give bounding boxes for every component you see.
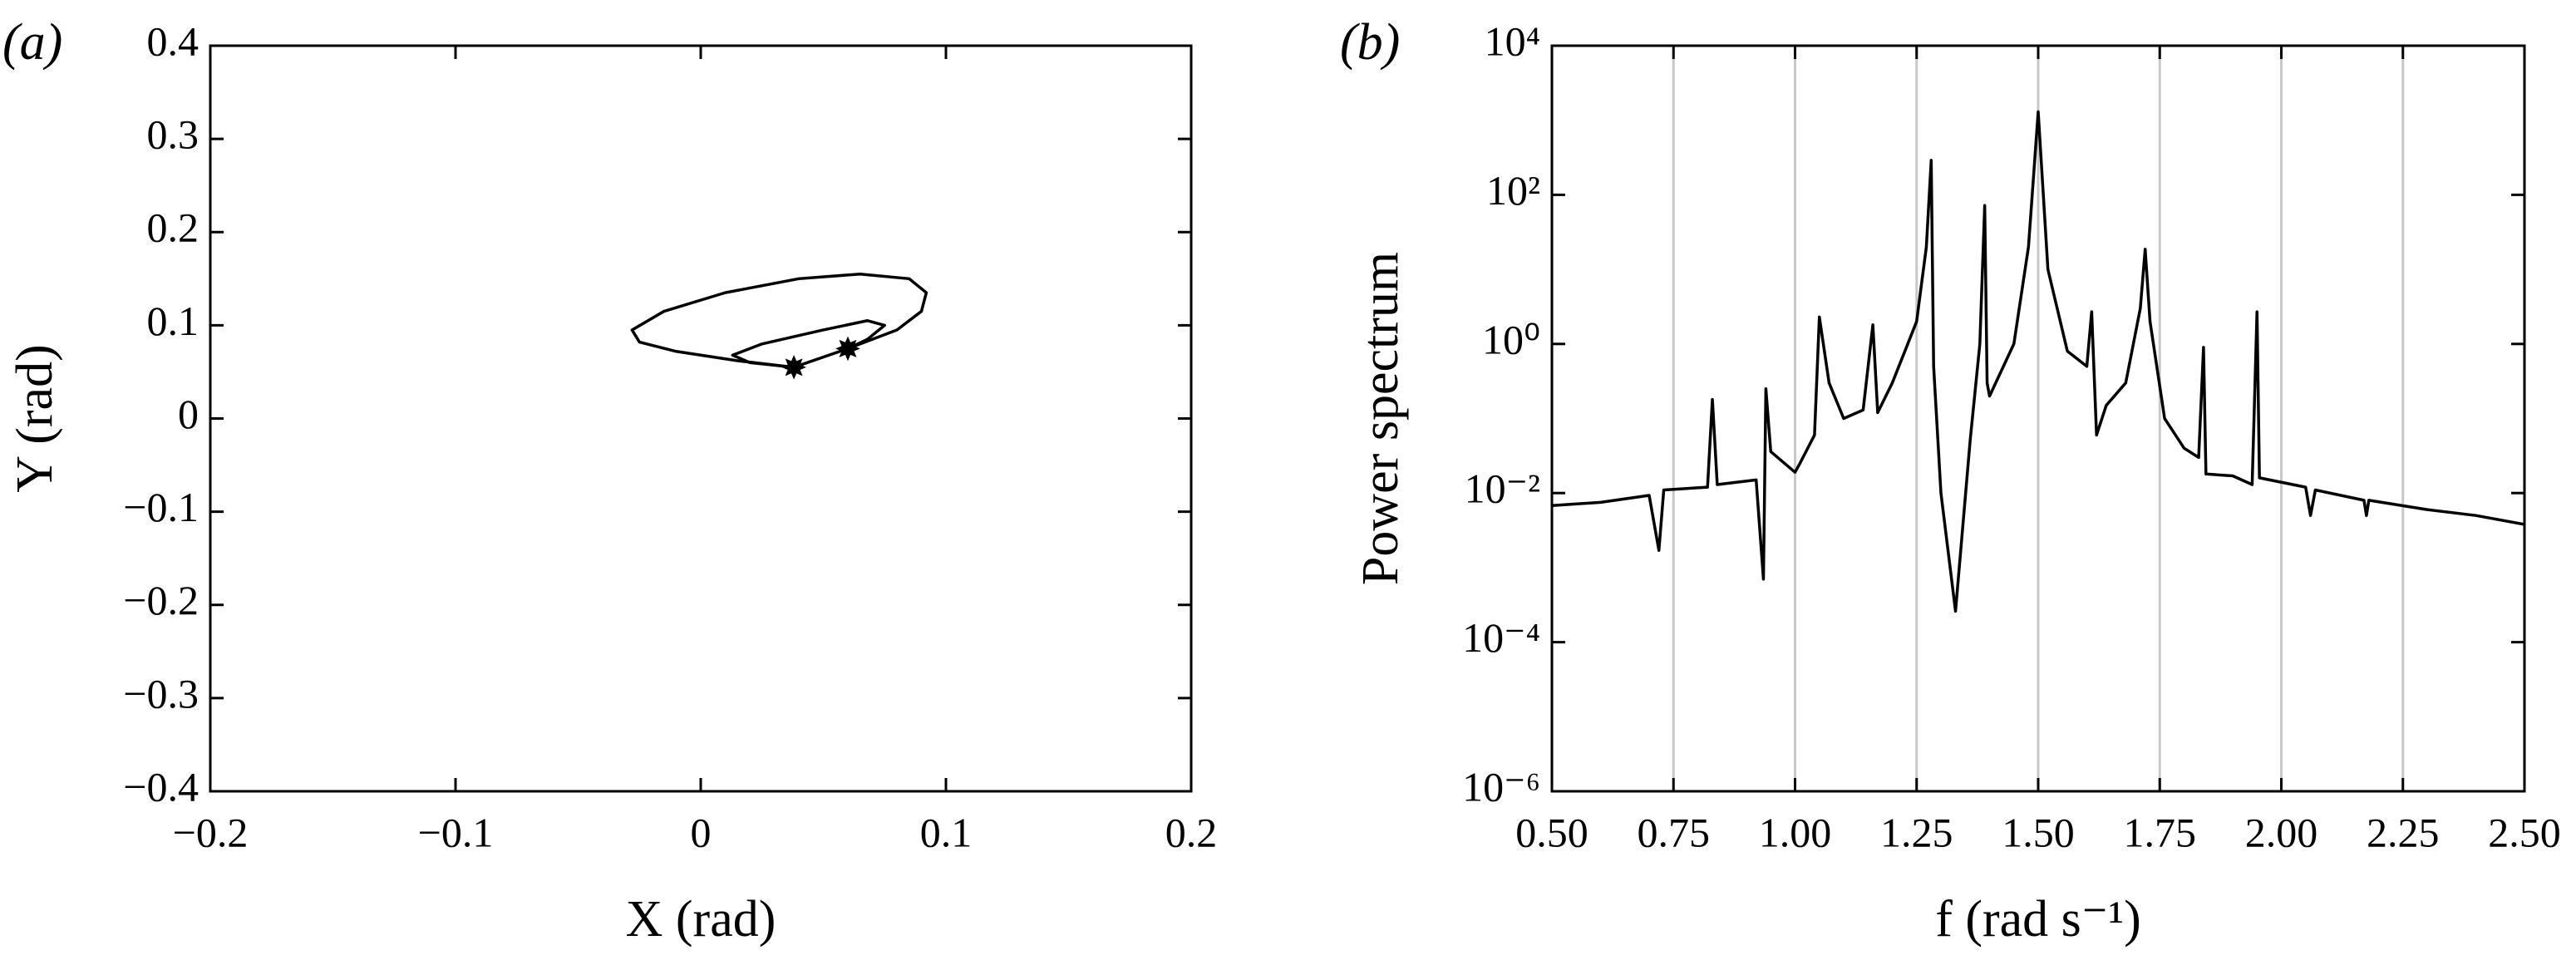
x-tick-label: 0.2 [1165,809,1218,855]
y-tick-label: 10⁰ [1482,316,1540,362]
x-axis-title: f (rad s⁻¹) [1935,891,2141,948]
data-line [630,272,928,369]
y-tick-label: 10⁻⁴ [1462,614,1540,661]
y-tick-label: 0.3 [147,111,199,158]
panel: −0.2 −0.1 0 0.1 0.2 −0.4 −0.3 −0.2 −0.1 0 0.1 0.2 0.… [2,14,1217,948]
x-tick-label: 1.00 [1759,809,1832,855]
marker [835,336,860,362]
y-tick-label: −0.3 [123,670,199,716]
y-tick-label: −0.2 [123,577,199,623]
y-tick-label: 10⁻⁶ [1462,763,1540,810]
panel-label: (b) [1340,14,1400,71]
y-axis-title: Y (rad) [7,344,63,492]
x-tick-label: 2.50 [2488,809,2561,855]
x-tick-label: 2.00 [2245,809,2318,855]
x-tick-label: −0.2 [173,809,249,855]
y-tick-label: 10⁻² [1465,465,1540,512]
x-tick-label: 0 [691,809,712,855]
y-tick-label: 0.1 [147,298,199,344]
y-tick-label: 0 [178,391,199,437]
x-tick-label: 1.25 [1880,809,1953,855]
x-tick-label: 1.75 [2124,809,2197,855]
x-tick-label: 0.50 [1515,809,1588,855]
x-tick-label: 0.1 [920,809,973,855]
data-line [1552,110,2524,613]
y-tick-label: 10⁴ [1485,17,1540,64]
y-tick-label: −0.1 [123,484,199,530]
x-axis-title: X (rad) [626,891,776,948]
x-tick-label: 1.50 [2002,809,2075,855]
x-tick-label: 0.75 [1638,809,1711,855]
plot-frame [209,44,1193,793]
panel: 0.50 0.75 1.00 1.25 1.50 1.75 2.00 2.25 2.50 10⁻⁶… [1340,14,2561,948]
panel-label: (a) [2,14,62,71]
x-tick-label: 2.25 [2367,809,2440,855]
marker [781,355,806,380]
x-tick-label: −0.1 [418,809,494,855]
y-axis-title: Power spectrum [1352,252,1409,585]
y-tick-label: 0.4 [147,17,199,64]
y-tick-label: −0.4 [123,763,199,810]
y-tick-label: 10² [1486,167,1540,214]
y-tick-label: 0.2 [147,204,199,251]
